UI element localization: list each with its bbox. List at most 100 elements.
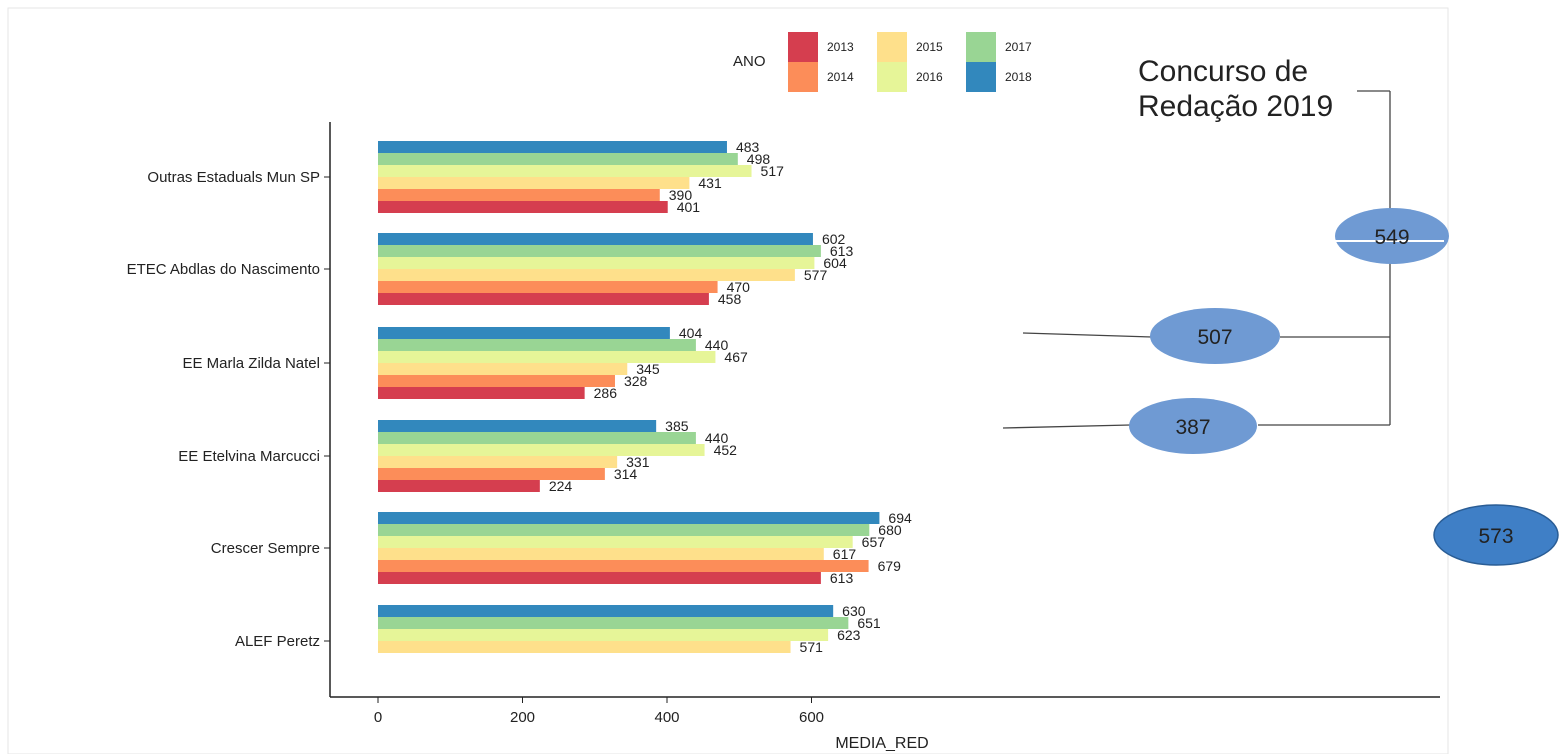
data-label-etec-abdlas-do-nascimento-2018: 602 xyxy=(822,231,846,247)
y-tick-label-crescer-sempre: Crescer Sempre xyxy=(211,540,320,557)
bar-ee-etelvina-marcucci-2016 xyxy=(378,444,705,456)
data-label-crescer-sempre-2013: 613 xyxy=(830,570,854,586)
bar-ee-marla-zilda-natel-2013 xyxy=(378,387,585,399)
data-label-etec-abdlas-do-nascimento-2015: 577 xyxy=(804,267,828,283)
y-tick-label-ee-etelvina-marcucci: EE Etelvina Marcucci xyxy=(178,448,320,465)
bar-ee-marla-zilda-natel-2014 xyxy=(378,375,615,387)
data-label-crescer-sempre-2014: 679 xyxy=(878,558,902,574)
data-label-ee-marla-zilda-natel-2017: 440 xyxy=(705,337,729,353)
legend-label-2015: 2015 xyxy=(916,40,943,54)
data-label-crescer-sempre-2018: 694 xyxy=(888,510,912,526)
data-label-ee-etelvina-marcucci-2013: 224 xyxy=(549,478,573,494)
data-label-etec-abdlas-do-nascimento-2017: 613 xyxy=(830,243,854,259)
data-label-crescer-sempre-2017: 680 xyxy=(878,522,902,538)
bar-etec-abdlas-do-nascimento-2017 xyxy=(378,245,821,257)
bubble-549-label: 549 xyxy=(1374,226,1409,249)
bar-crescer-sempre-2017 xyxy=(378,524,870,536)
bar-outras-estaduals-mun-sp-2016 xyxy=(378,165,752,177)
bar-ee-etelvina-marcucci-2014 xyxy=(378,468,605,480)
bar-alef-peretz-2015 xyxy=(378,641,791,653)
bar-ee-etelvina-marcucci-2015 xyxy=(378,456,618,468)
legend-label-2018: 2018 xyxy=(1005,70,1032,84)
legend-swatch-2015 xyxy=(877,32,907,62)
bar-outras-estaduals-mun-sp-2018 xyxy=(378,141,727,153)
bar-etec-abdlas-do-nascimento-2013 xyxy=(378,293,709,305)
data-label-ee-etelvina-marcucci-2015: 331 xyxy=(626,454,650,470)
bar-outras-estaduals-mun-sp-2014 xyxy=(378,189,660,201)
data-label-outras-estaduals-mun-sp-2014: 390 xyxy=(669,187,693,203)
legend-swatch-2017 xyxy=(966,32,996,62)
data-labels: 4013904315174984834584705776046136022863… xyxy=(549,139,912,655)
data-label-alef-peretz-2016: 623 xyxy=(837,627,861,643)
bar-etec-abdlas-do-nascimento-2016 xyxy=(378,257,815,269)
bar-crescer-sempre-2014 xyxy=(378,560,869,572)
bar-ee-marla-zilda-natel-2018 xyxy=(378,327,670,339)
bar-alef-peretz-2017 xyxy=(378,617,849,629)
data-label-outras-estaduals-mun-sp-2013: 401 xyxy=(677,199,701,215)
x-axis-title: MEDIA_RED xyxy=(835,735,928,752)
x-tick-label-200: 200 xyxy=(510,709,535,726)
pointer-387 xyxy=(1002,424,1131,429)
y-tick-label-etec-abdlas-do-nascimento: ETEC Abdlas do Nascimento xyxy=(127,261,320,278)
data-label-ee-etelvina-marcucci-2016: 452 xyxy=(714,442,738,458)
bar-ee-etelvina-marcucci-2017 xyxy=(378,432,696,444)
bar-crescer-sempre-2015 xyxy=(378,548,824,560)
legend-swatch-2018 xyxy=(966,62,996,92)
data-label-crescer-sempre-2015: 617 xyxy=(833,546,857,562)
bar-ee-marla-zilda-natel-2016 xyxy=(378,351,716,363)
data-label-ee-marla-zilda-natel-2018: 404 xyxy=(679,325,703,341)
bar-ee-marla-zilda-natel-2017 xyxy=(378,339,696,351)
legend-label-2017: 2017 xyxy=(1005,40,1032,54)
bubble-573 xyxy=(1433,504,1559,566)
legend-swatch-2014 xyxy=(788,62,818,92)
data-label-ee-marla-zilda-natel-2014: 328 xyxy=(624,373,648,389)
annotations: Concurso de Redação 2019 549 507 387 573 xyxy=(1002,55,1559,566)
data-label-etec-abdlas-do-nascimento-2014: 470 xyxy=(727,279,751,295)
data-label-outras-estaduals-mun-sp-2016: 517 xyxy=(761,163,785,179)
bar-ee-marla-zilda-natel-2015 xyxy=(378,363,628,375)
x-tick-label-400: 400 xyxy=(654,709,679,726)
bar-etec-abdlas-do-nascimento-2018 xyxy=(378,233,813,245)
bar-outras-estaduals-mun-sp-2013 xyxy=(378,201,668,213)
bar-crescer-sempre-2018 xyxy=(378,512,880,524)
axes: 0 200 400 600 Outras Estaduals Mun SP ETEC Ab… xyxy=(127,122,1440,752)
y-tick-label-ee-marla-zilda-natel: EE Marla Zilda Natel xyxy=(182,355,320,372)
bubble-387 xyxy=(1129,398,1257,454)
data-label-etec-abdlas-do-nascimento-2016: 604 xyxy=(823,255,847,271)
legend-label-2013: 2013 xyxy=(827,40,854,54)
bubble-573-label: 573 xyxy=(1478,525,1513,548)
bar-crescer-sempre-2016 xyxy=(378,536,853,548)
bubble-549 xyxy=(1335,208,1449,264)
bar-etec-abdlas-do-nascimento-2015 xyxy=(378,269,795,281)
plot-area xyxy=(378,141,880,653)
bar-alef-peretz-2018 xyxy=(378,605,834,617)
legend-swatch-2013 xyxy=(788,32,818,62)
bubble-387-label: 387 xyxy=(1175,416,1210,439)
bar-alef-peretz-2016 xyxy=(378,629,829,641)
bubble-507 xyxy=(1150,308,1280,364)
data-label-outras-estaduals-mun-sp-2018: 483 xyxy=(736,139,760,155)
legend-label-2014: 2014 xyxy=(827,70,854,84)
bar-crescer-sempre-2013 xyxy=(378,572,821,584)
legend-swatch-2016 xyxy=(877,62,907,92)
bubble-507-label: 507 xyxy=(1197,326,1232,349)
data-label-ee-etelvina-marcucci-2018: 385 xyxy=(665,418,689,434)
bar-ee-etelvina-marcucci-2018 xyxy=(378,420,657,432)
x-tick-label-0: 0 xyxy=(374,709,382,726)
y-tick-label-outras-estaduals-mun-sp: Outras Estaduals Mun SP xyxy=(147,169,320,186)
data-label-ee-marla-zilda-natel-2015: 345 xyxy=(636,361,660,377)
data-label-outras-estaduals-mun-sp-2017: 498 xyxy=(747,151,771,167)
legend: ANO 2013 2014 2015 2016 2017 2018 xyxy=(733,32,1032,92)
data-label-ee-etelvina-marcucci-2014: 314 xyxy=(614,466,638,482)
bar-ee-etelvina-marcucci-2013 xyxy=(378,480,540,492)
bar-outras-estaduals-mun-sp-2017 xyxy=(378,153,738,165)
annotation-title-line1: Concurso de xyxy=(1138,55,1308,88)
bar-etec-abdlas-do-nascimento-2014 xyxy=(378,281,718,293)
data-label-alef-peretz-2018: 630 xyxy=(842,603,866,619)
data-label-outras-estaduals-mun-sp-2015: 431 xyxy=(698,175,722,191)
data-label-ee-etelvina-marcucci-2017: 440 xyxy=(705,430,729,446)
annotation-title-line2: Redação 2019 xyxy=(1138,90,1333,123)
data-label-etec-abdlas-do-nascimento-2013: 458 xyxy=(718,291,742,307)
data-label-crescer-sempre-2016: 657 xyxy=(862,534,886,550)
y-tick-label-alef-peretz: ALEF Peretz xyxy=(235,633,320,650)
